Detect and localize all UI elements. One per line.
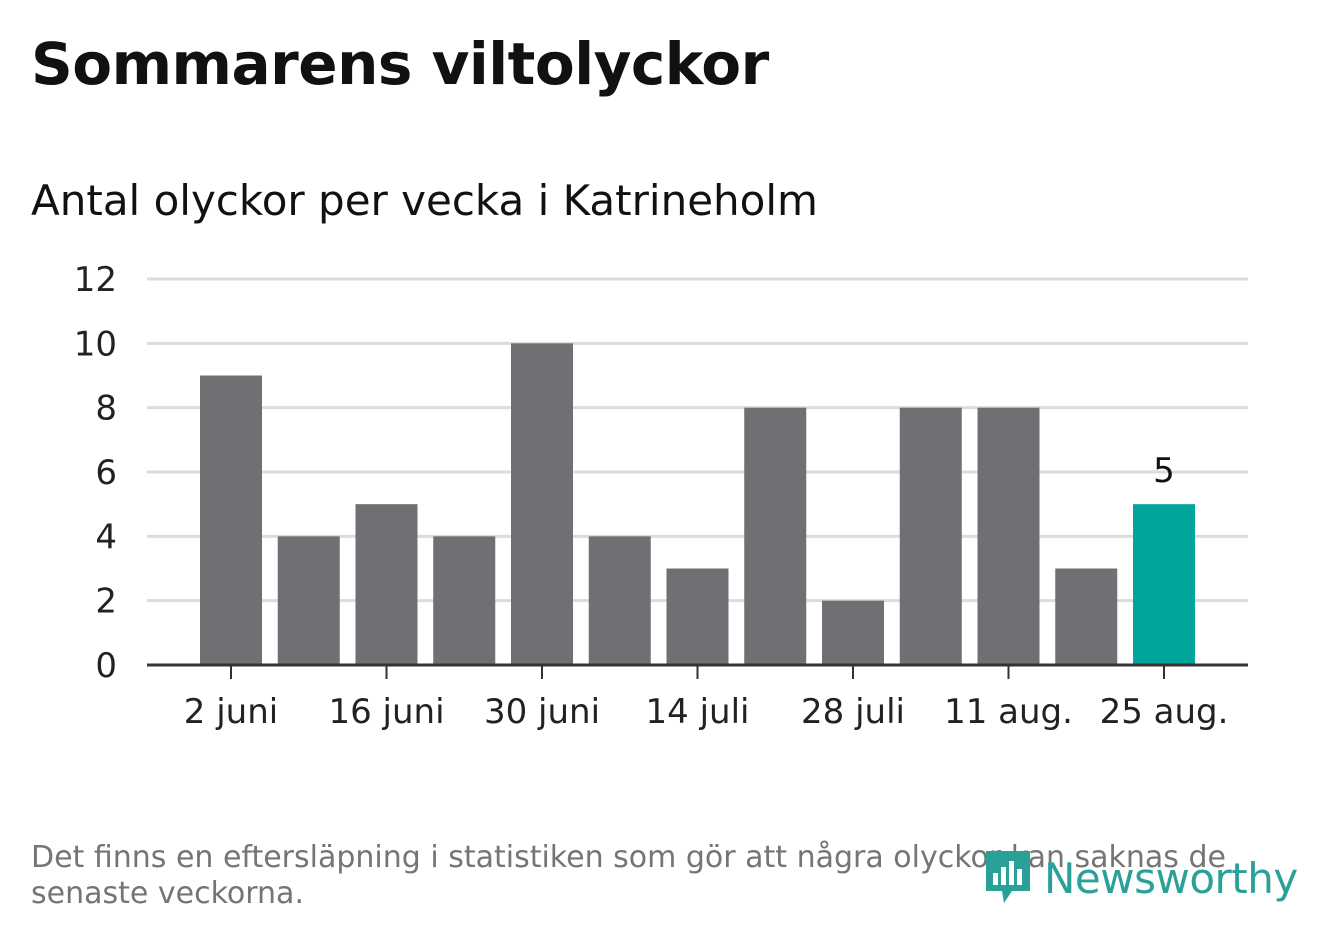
y-tick-label: 8 <box>95 389 117 429</box>
x-tick-label: 2 juni <box>184 692 278 732</box>
bar-highlight <box>1133 504 1195 665</box>
x-tick-label: 30 juni <box>484 692 600 732</box>
speech-bubble-chart-icon <box>986 851 1030 903</box>
x-axis-ticks: 2 juni 16 juni 30 juni 14 juli 28 juli 11 aug… <box>184 665 1229 732</box>
x-tick-label: 14 juli <box>646 692 750 732</box>
bar <box>1055 568 1118 665</box>
x-tick-label: 16 juni <box>328 692 444 732</box>
y-tick-label: 4 <box>95 517 117 557</box>
chart-title: Sommarens viltolyckor <box>31 30 769 98</box>
bar <box>666 568 729 665</box>
bar <box>511 343 573 665</box>
newsworthy-logo: Newsworthy <box>982 848 1298 908</box>
chart-subtitle: Antal olyckor per vecka i Katrineholm <box>31 176 818 225</box>
x-tick-label: 25 aug. <box>1100 692 1229 732</box>
x-tick-label: 11 aug. <box>944 692 1073 732</box>
data-labels: 5 <box>1153 451 1175 491</box>
y-tick-label: 0 <box>95 646 117 686</box>
bar <box>200 375 262 665</box>
x-tick-label: 28 juli <box>801 692 905 732</box>
bar <box>744 407 807 665</box>
bar-chart: 0 2 4 6 8 10 12 2 juni 16 juni 30 juni 14 juli 28 … <box>74 260 1248 732</box>
brand-name: Newsworthy <box>1044 853 1298 903</box>
bar <box>822 600 884 665</box>
bar <box>355 504 418 665</box>
y-tick-label: 6 <box>95 453 117 493</box>
bar <box>977 407 1040 665</box>
bar <box>899 407 962 665</box>
y-tick-label: 10 <box>74 324 117 364</box>
y-axis-ticks: 0 2 4 6 8 10 12 <box>74 260 117 686</box>
bar <box>588 536 651 665</box>
bar <box>433 536 496 665</box>
data-label: 5 <box>1153 451 1175 491</box>
bars <box>200 343 1195 665</box>
y-tick-label: 12 <box>74 260 117 300</box>
y-tick-label: 2 <box>95 582 117 622</box>
bar <box>277 536 340 665</box>
